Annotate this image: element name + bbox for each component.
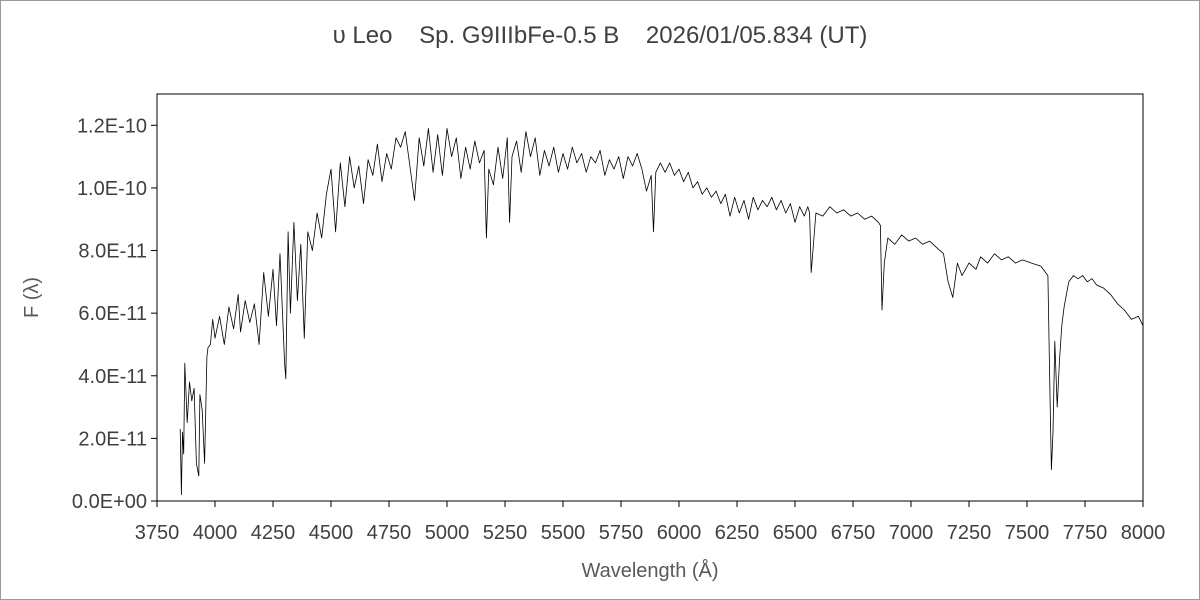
x-tick-label: 7500 bbox=[1005, 522, 1050, 544]
chart-title: υ Leo Sp. G9IIIbFe-0.5 B 2026/01/05.834 … bbox=[332, 22, 868, 49]
y-tick-label: 1.2E-10 bbox=[77, 115, 147, 137]
x-tick-label: 5000 bbox=[425, 522, 470, 544]
x-tick-label: 4000 bbox=[193, 522, 238, 544]
x-tick-label: 7000 bbox=[889, 522, 934, 544]
x-tick-label: 6000 bbox=[657, 522, 702, 544]
y-axis: 0.0E+00 2.0E-11 4.0E-11 6.0E-11 8.0E-11 1.0E-… bbox=[72, 115, 157, 513]
x-tick-label: 6250 bbox=[715, 522, 760, 544]
x-axis: 3750 4000 4250 4500 4750 5000 5250 5500 5750 6000… bbox=[135, 501, 1166, 544]
x-tick-label: 6750 bbox=[831, 522, 876, 544]
y-tick-label: 1.0E-10 bbox=[77, 178, 147, 200]
y-tick-label: 0.0E+00 bbox=[72, 491, 147, 513]
x-tick-label: 4250 bbox=[251, 522, 296, 544]
x-tick-label: 4750 bbox=[367, 522, 412, 544]
y-tick-label: 4.0E-11 bbox=[78, 366, 147, 388]
x-tick-label: 5250 bbox=[483, 522, 528, 544]
x-tick-label: 5750 bbox=[599, 522, 644, 544]
x-tick-label: 7250 bbox=[947, 522, 992, 544]
spectrum-series-line bbox=[179, 128, 1144, 496]
x-tick-label: 7750 bbox=[1063, 522, 1108, 544]
y-tick-label: 6.0E-11 bbox=[78, 303, 147, 325]
x-tick-label: 6500 bbox=[773, 522, 818, 544]
x-tick-label: 3750 bbox=[135, 522, 180, 544]
y-tick-label: 2.0E-11 bbox=[78, 428, 147, 450]
x-axis-title: Wavelength (Å) bbox=[581, 559, 718, 582]
y-axis-title: F (λ) bbox=[21, 277, 43, 318]
x-tick-label: 4500 bbox=[309, 522, 354, 544]
x-tick-label: 5500 bbox=[541, 522, 586, 544]
plot-border bbox=[156, 93, 1144, 502]
x-tick-label: 8000 bbox=[1121, 522, 1166, 544]
y-tick-label: 8.0E-11 bbox=[78, 241, 147, 263]
